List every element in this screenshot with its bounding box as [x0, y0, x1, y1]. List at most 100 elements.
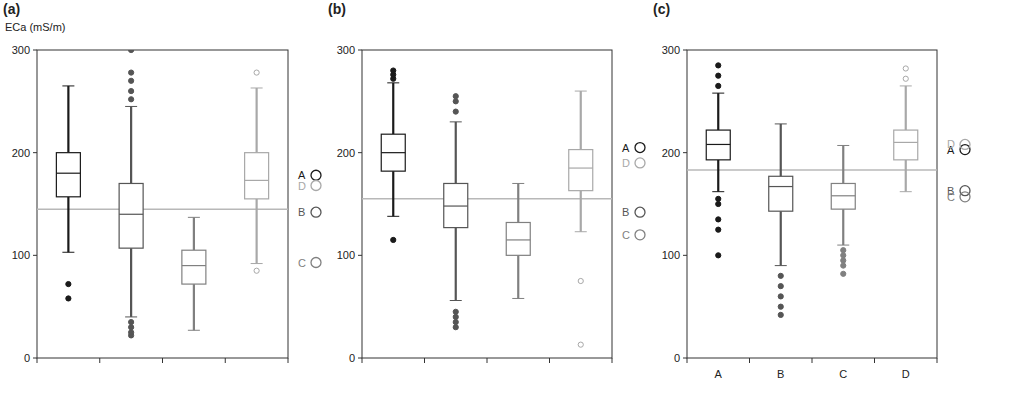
box	[706, 130, 730, 160]
outlier	[778, 294, 783, 299]
y-tick	[683, 152, 687, 153]
box-plot	[506, 183, 530, 298]
lower-cap	[512, 298, 524, 299]
x-tick	[749, 358, 750, 363]
y-tick	[33, 255, 37, 256]
upper-cap	[62, 85, 74, 86]
x-tick-label: C	[839, 368, 847, 380]
outlier	[716, 201, 721, 206]
panel: (c)0100200300ABCDABCD	[653, 1, 970, 380]
mean-label: B	[622, 206, 629, 218]
mean-label: B	[298, 206, 305, 218]
x-tick	[37, 358, 38, 363]
mean-label: C	[298, 257, 306, 269]
y-tick	[358, 50, 362, 51]
x-tick	[288, 358, 289, 363]
plot-area	[37, 50, 288, 338]
outlier	[254, 70, 259, 75]
x-tick	[687, 358, 688, 363]
y-tick-label: 300	[12, 44, 30, 56]
outlier	[841, 248, 846, 253]
lower-whisker	[455, 228, 457, 301]
lower-cap	[575, 231, 587, 232]
mean-marker	[635, 143, 645, 153]
lower-cap	[251, 263, 263, 264]
mean-marker	[311, 258, 321, 268]
y-tick	[358, 358, 362, 359]
box-plot	[769, 124, 793, 318]
panel-title: (a)	[3, 1, 20, 17]
mean-label: D	[298, 180, 306, 192]
median	[769, 186, 793, 187]
median	[245, 180, 269, 181]
lower-whisker	[580, 191, 582, 232]
lower-cap	[450, 300, 462, 301]
lower-cap	[188, 330, 200, 331]
box-plot	[245, 70, 269, 273]
outlier	[716, 253, 721, 258]
mean-label: C	[947, 191, 955, 203]
outlier	[129, 50, 134, 53]
reference-line	[362, 198, 612, 200]
outlier	[453, 99, 458, 104]
upper-cap	[575, 91, 587, 92]
x-tick	[424, 358, 425, 363]
box	[245, 153, 269, 199]
y-tick-label: 200	[12, 147, 30, 159]
panel-title: (c)	[653, 1, 670, 17]
plot-area	[362, 68, 612, 347]
x-tick	[225, 358, 226, 363]
y-tick	[358, 152, 362, 153]
y-tick	[33, 152, 37, 153]
lower-whisker	[780, 211, 782, 265]
upper-cap	[512, 183, 524, 184]
y-tick-label: 0	[674, 352, 680, 364]
upper-whisker	[517, 183, 519, 222]
x-tick-label: A	[715, 368, 723, 380]
outlier	[841, 271, 846, 276]
mean-label: D	[622, 157, 630, 169]
x-tick	[99, 358, 100, 363]
outlier	[778, 312, 783, 317]
box	[769, 176, 793, 211]
outlier	[903, 66, 908, 71]
outlier	[716, 63, 721, 68]
mean-marker	[635, 158, 645, 168]
mean-marker	[311, 170, 321, 180]
outlier	[841, 258, 846, 263]
lower-cap	[387, 216, 399, 217]
outlier	[716, 73, 721, 78]
box	[444, 183, 468, 227]
median	[444, 205, 468, 206]
plot-area	[687, 63, 937, 318]
upper-cap	[775, 123, 787, 124]
reference-line	[37, 208, 288, 210]
lower-cap	[775, 265, 787, 266]
median	[381, 152, 405, 153]
y-tick-label: 200	[662, 147, 680, 159]
box	[894, 130, 918, 160]
x-tick	[362, 358, 363, 363]
outlier	[254, 268, 259, 273]
outlier	[716, 227, 721, 232]
outlier	[391, 237, 396, 242]
x-tick	[162, 358, 163, 363]
outlier	[453, 94, 458, 99]
outlier	[129, 88, 134, 93]
lower-cap	[712, 191, 724, 192]
x-tick-label: D	[902, 368, 910, 380]
y-tick	[683, 255, 687, 256]
outlier	[903, 76, 908, 81]
upper-whisker	[905, 86, 907, 130]
outlier	[129, 319, 134, 324]
upper-whisker	[67, 86, 69, 153]
panel-title: (b)	[328, 1, 346, 17]
y-axis-label: ECa (mS/m)	[5, 21, 66, 33]
median	[831, 195, 855, 196]
outlier	[129, 97, 134, 102]
y-tick	[683, 50, 687, 51]
x-tick	[937, 358, 938, 363]
panel: (a)ECa (mS/m)0100200300ABCD	[3, 1, 321, 364]
upper-whisker	[193, 217, 195, 250]
lower-whisker	[842, 209, 844, 245]
